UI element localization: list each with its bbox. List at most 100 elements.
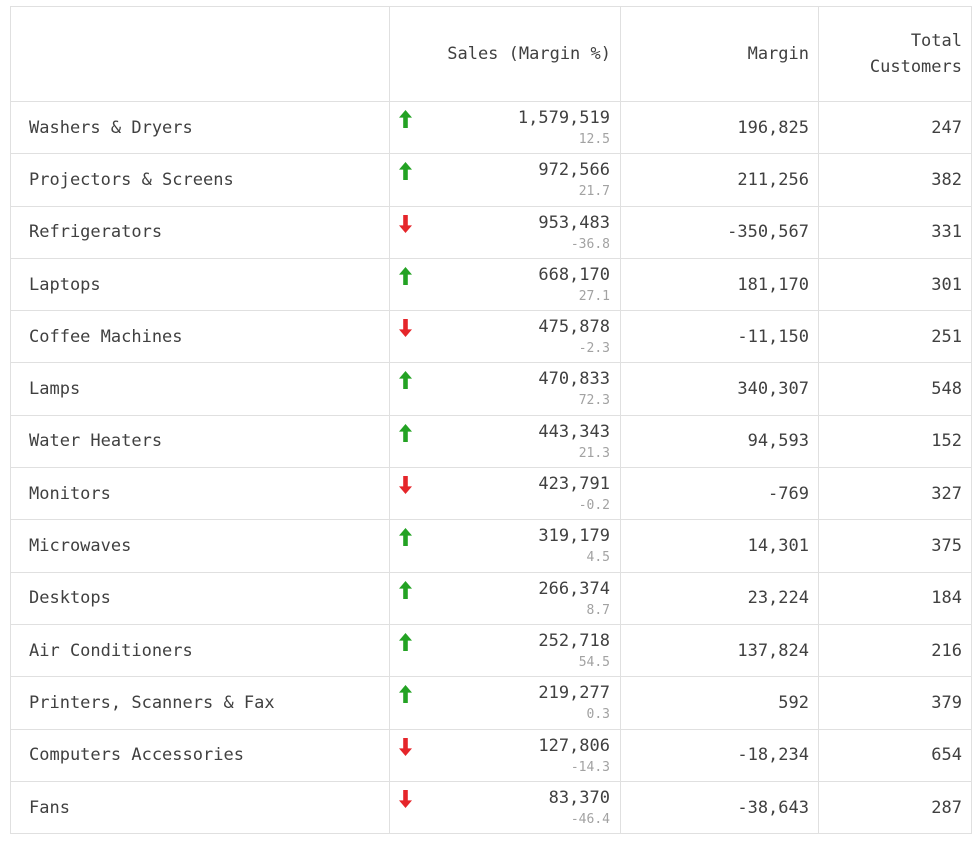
margin-value-cell: -350,567 xyxy=(620,205,819,259)
table-row: Microwaves 319,179 4.5 14,301 375 xyxy=(10,519,972,573)
category-cell: Laptops xyxy=(10,257,390,312)
category-cell: Washers & Dryers xyxy=(10,100,390,155)
table-row: Air Conditioners 252,718 54.5 137,824 21… xyxy=(10,623,972,678)
margin-value-cell: 23,224 xyxy=(620,571,819,625)
total-customers-cell: 548 xyxy=(818,362,972,416)
sales-value: 475,878 xyxy=(538,317,610,338)
category-cell: Fans xyxy=(10,780,390,835)
sales-cell: 1,579,519 12.5 xyxy=(389,100,621,155)
sales-value: 953,483 xyxy=(538,212,610,233)
margin-value-cell: -769 xyxy=(620,467,819,521)
sales-cell: 668,170 27.1 xyxy=(389,257,621,312)
margin-value-cell: 14,301 xyxy=(620,519,819,573)
sales-cell: 423,791 -0.2 xyxy=(389,467,621,521)
sales-cell: 972,566 21.7 xyxy=(389,153,621,207)
trend-up-icon xyxy=(399,369,412,390)
total-customers-cell: 331 xyxy=(818,205,972,259)
margin-percent-value: 4.5 xyxy=(586,550,610,566)
sales-value: 668,170 xyxy=(538,264,610,285)
sales-cell: 470,833 72.3 xyxy=(389,362,621,416)
table-row: Laptops 668,170 27.1 181,170 301 xyxy=(10,257,972,312)
sales-by-category-table: Sales (Margin %) Margin Total Customers … xyxy=(10,6,972,835)
category-cell: Printers, Scanners & Fax xyxy=(10,676,390,730)
sales-value: 1,579,519 xyxy=(517,108,610,128)
table-row: Coffee Machines 475,878 -2.3 -11,150 251 xyxy=(10,310,972,364)
table-row: Water Heaters 443,343 21.3 94,593 152 xyxy=(10,414,972,469)
margin-value-cell: 340,307 xyxy=(620,362,819,416)
category-cell: Desktops xyxy=(10,571,390,625)
category-cell: Refrigerators xyxy=(10,205,390,259)
trend-down-icon xyxy=(399,474,412,495)
margin-value-cell: -18,234 xyxy=(620,728,819,782)
trend-up-icon xyxy=(399,108,412,128)
trend-down-icon xyxy=(399,317,412,338)
trend-up-icon xyxy=(399,265,412,285)
table-row: Computers Accessories 127,806 -14.3 -18,… xyxy=(10,728,972,782)
margin-percent-value: 54.5 xyxy=(578,654,610,670)
sales-value: 266,374 xyxy=(538,578,610,599)
sales-cell: 443,343 21.3 xyxy=(389,414,621,469)
total-customers-cell: 216 xyxy=(818,623,972,678)
column-header-sales-margin[interactable]: Sales (Margin %) xyxy=(389,6,621,102)
margin-percent-value: -46.4 xyxy=(570,811,610,827)
margin-percent-value: 27.1 xyxy=(578,288,610,304)
sales-value: 219,277 xyxy=(538,683,610,704)
category-cell: Projectors & Screens xyxy=(10,153,390,207)
trend-up-icon xyxy=(399,160,412,181)
column-header-total-customers[interactable]: Total Customers xyxy=(818,6,972,102)
trend-down-icon xyxy=(399,736,412,756)
total-customers-cell: 379 xyxy=(818,676,972,730)
table-row: Washers & Dryers 1,579,519 12.5 196,825 … xyxy=(10,100,972,155)
total-customers-cell: 327 xyxy=(818,467,972,521)
margin-value-cell: 211,256 xyxy=(620,153,819,207)
sales-value: 127,806 xyxy=(538,735,610,756)
sales-cell: 475,878 -2.3 xyxy=(389,310,621,364)
margin-percent-value: 8.7 xyxy=(586,602,610,618)
sales-cell: 252,718 54.5 xyxy=(389,623,621,678)
total-customers-cell: 152 xyxy=(818,414,972,469)
margin-percent-value: -14.3 xyxy=(570,759,610,775)
table-row: Lamps 470,833 72.3 340,307 548 xyxy=(10,362,972,416)
margin-percent-value: 12.5 xyxy=(578,132,610,147)
sales-cell: 219,277 0.3 xyxy=(389,676,621,730)
margin-percent-value: 21.7 xyxy=(578,184,610,200)
header-row: Sales (Margin %) Margin Total Customers xyxy=(10,6,972,102)
trend-down-icon xyxy=(399,788,412,808)
sales-cell: 266,374 8.7 xyxy=(389,571,621,625)
sales-value: 443,343 xyxy=(538,421,610,442)
margin-percent-value: 0.3 xyxy=(586,707,610,723)
category-cell: Computers Accessories xyxy=(10,728,390,782)
total-customers-cell: 375 xyxy=(818,519,972,573)
trend-down-icon xyxy=(399,213,412,233)
column-header-margin[interactable]: Margin xyxy=(620,6,819,102)
margin-percent-value: -0.2 xyxy=(578,498,610,514)
category-cell: Water Heaters xyxy=(10,414,390,469)
trend-up-icon xyxy=(399,631,412,651)
margin-value-cell: 196,825 xyxy=(620,100,819,155)
total-customers-cell: 247 xyxy=(818,100,972,155)
margin-value-cell: -11,150 xyxy=(620,310,819,364)
sales-cell: 127,806 -14.3 xyxy=(389,728,621,782)
sales-value: 252,718 xyxy=(538,630,610,651)
margin-percent-value: -36.8 xyxy=(570,236,610,252)
margin-value-cell: 181,170 xyxy=(620,257,819,312)
total-customers-cell: 382 xyxy=(818,153,972,207)
margin-percent-value: -2.3 xyxy=(578,341,610,357)
sales-cell: 953,483 -36.8 xyxy=(389,205,621,259)
trend-up-icon xyxy=(399,683,412,704)
sales-value: 83,370 xyxy=(548,787,610,808)
table-row: Fans 83,370 -46.4 -38,643 287 xyxy=(10,780,972,835)
table-row: Monitors 423,791 -0.2 -769 327 xyxy=(10,467,972,521)
sales-value: 423,791 xyxy=(538,474,610,495)
table-row: Projectors & Screens 972,566 21.7 211,25… xyxy=(10,153,972,207)
sales-value: 319,179 xyxy=(538,526,610,547)
category-cell: Lamps xyxy=(10,362,390,416)
trend-up-icon xyxy=(399,526,412,547)
margin-value-cell: -38,643 xyxy=(620,780,819,835)
category-cell: Monitors xyxy=(10,467,390,521)
column-header-category[interactable] xyxy=(10,6,390,102)
total-customers-cell: 251 xyxy=(818,310,972,364)
total-customers-cell: 654 xyxy=(818,728,972,782)
sales-value: 470,833 xyxy=(538,369,610,390)
category-cell: Coffee Machines xyxy=(10,310,390,364)
